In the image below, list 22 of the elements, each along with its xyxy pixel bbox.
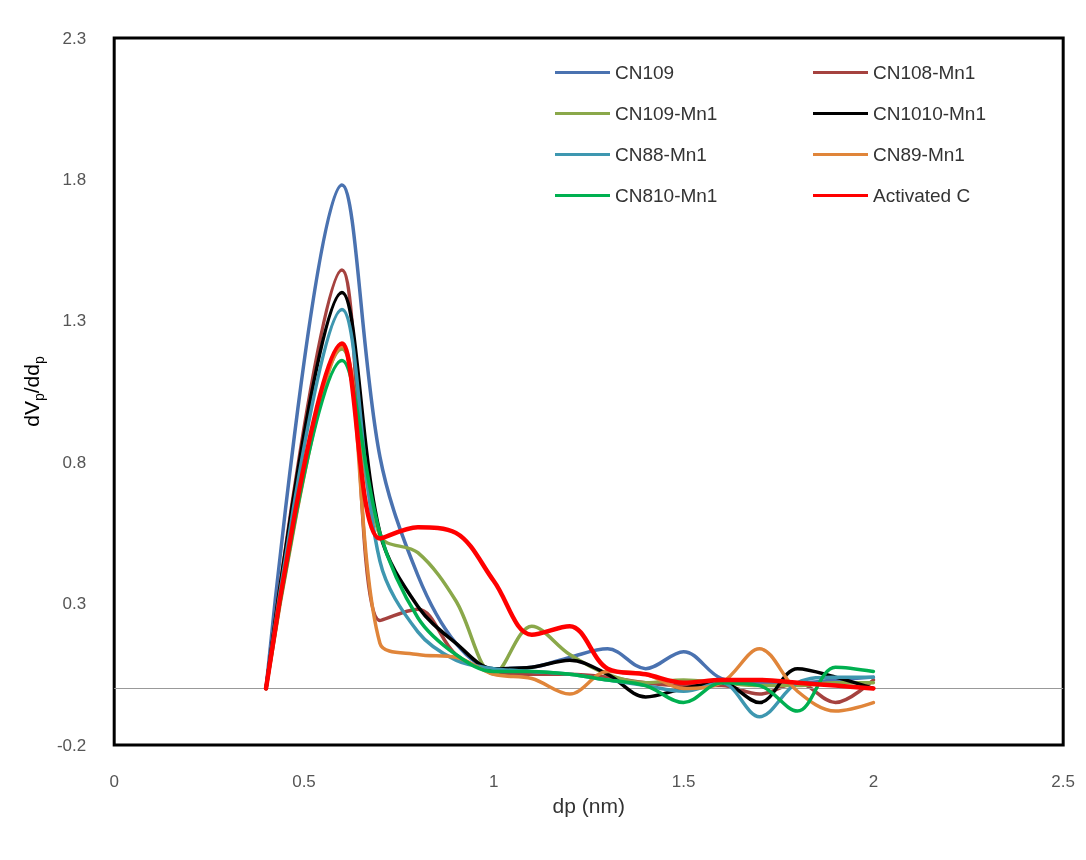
legend-label: CN109 [615, 62, 675, 83]
y-tick-label: 1.8 [62, 169, 87, 189]
x-tick-label: 0.5 [292, 772, 316, 791]
y-tick-label: 2.3 [62, 28, 87, 48]
y-tick-label: 0.8 [62, 452, 87, 472]
x-tick-label: 1 [489, 772, 499, 791]
legend-label: CN810-Mn1 [615, 185, 718, 206]
x-axis-title: dp (nm) [552, 793, 625, 817]
legend-label: CN89-Mn1 [873, 144, 965, 165]
legend-label: Activated C [873, 185, 971, 206]
x-tick-label: 2 [868, 772, 879, 791]
legend-label: CN88-Mn1 [615, 144, 707, 165]
legend-label: CN109-Mn1 [615, 103, 718, 124]
x-tick-label: 0 [109, 772, 119, 791]
legend-label: CN1010-Mn1 [873, 103, 986, 124]
x-tick-label: 2.5 [1051, 772, 1075, 791]
y-tick-label: 0.3 [62, 594, 87, 614]
x-tick-label: 1.5 [671, 772, 696, 791]
y-axis-title: dVp/ddp [19, 356, 47, 427]
y-tick-label: 1.3 [62, 311, 87, 331]
y-tick-label: -0.2 [56, 735, 87, 755]
legend-label: CN108-Mn1 [873, 62, 976, 83]
